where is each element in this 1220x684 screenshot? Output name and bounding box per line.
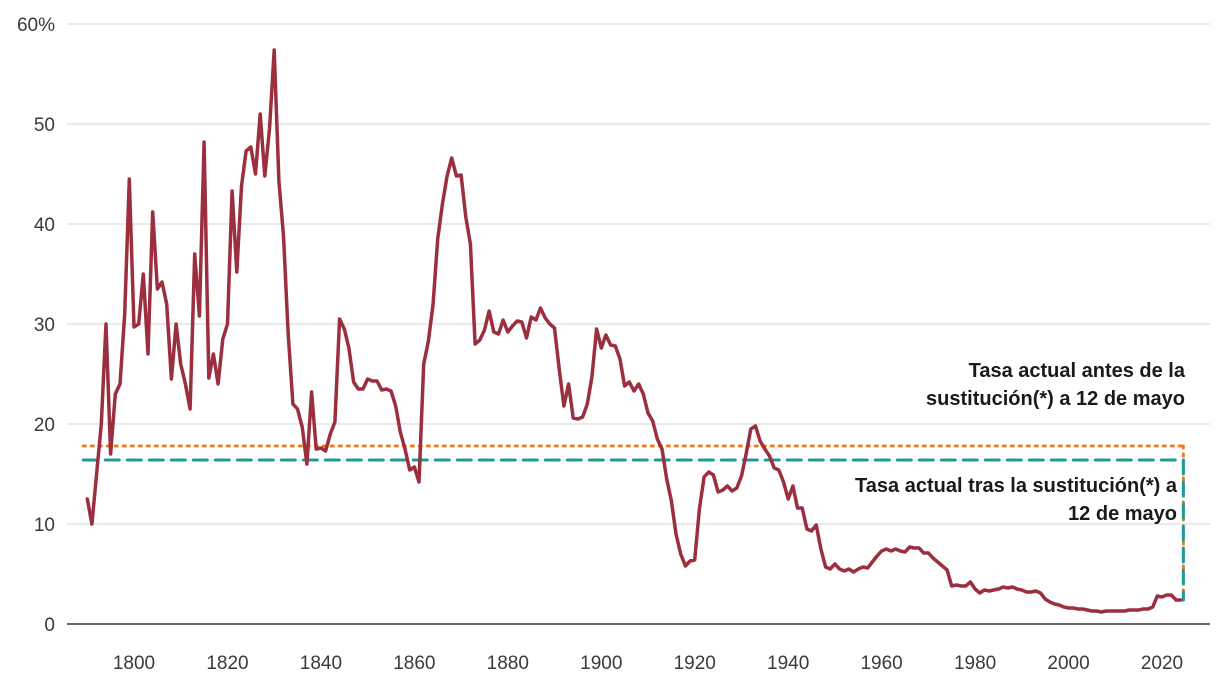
horizontal-gridlines [67, 23, 1210, 525]
x-tick-label: 1880 [487, 653, 529, 674]
y-tick-label: 30 [34, 315, 55, 336]
annotation-before-line-1: Tasa actual antes de la [969, 360, 1186, 382]
x-tick-label: 1800 [113, 653, 155, 674]
annotation-before-line-2: sustitución(*) a 12 de mayo [926, 388, 1185, 410]
x-tick-label: 1960 [860, 653, 902, 674]
annotations: Tasa actual antes de la sustitución(*) a… [855, 360, 1186, 525]
series-line [85, 48, 1183, 614]
y-tick-label: 0 [44, 615, 55, 636]
annotation-after-line-2: 12 de mayo [1068, 503, 1177, 525]
x-tick-label: 1940 [767, 653, 809, 674]
x-tick-label: 1980 [954, 653, 996, 674]
x-axis-labels: 1800 1820 1840 1860 1880 1900 1920 1940 1960 1980… [113, 653, 1183, 674]
y-tick-label: 40 [34, 215, 55, 236]
series-lines [85, 48, 1183, 614]
y-tick-label: 60% [17, 15, 55, 36]
x-tick-label: 1820 [206, 653, 248, 674]
x-tick-label: 1860 [393, 653, 435, 674]
x-tick-label: 2020 [1141, 653, 1183, 674]
x-tick-label: 2000 [1047, 653, 1089, 674]
y-axis-labels: 0 10 20 30 40 50 60% [17, 15, 55, 636]
y-tick-label: 50 [34, 115, 55, 136]
annotation-after-line-1: Tasa actual tras la sustitución(*) a [855, 475, 1178, 497]
x-tick-label: 1900 [580, 653, 622, 674]
y-tick-label: 10 [34, 515, 55, 536]
y-tick-label: 20 [34, 415, 55, 436]
reference-lines [81, 444, 1185, 602]
x-tick-label: 1840 [300, 653, 342, 674]
x-tick-label: 1920 [674, 653, 716, 674]
